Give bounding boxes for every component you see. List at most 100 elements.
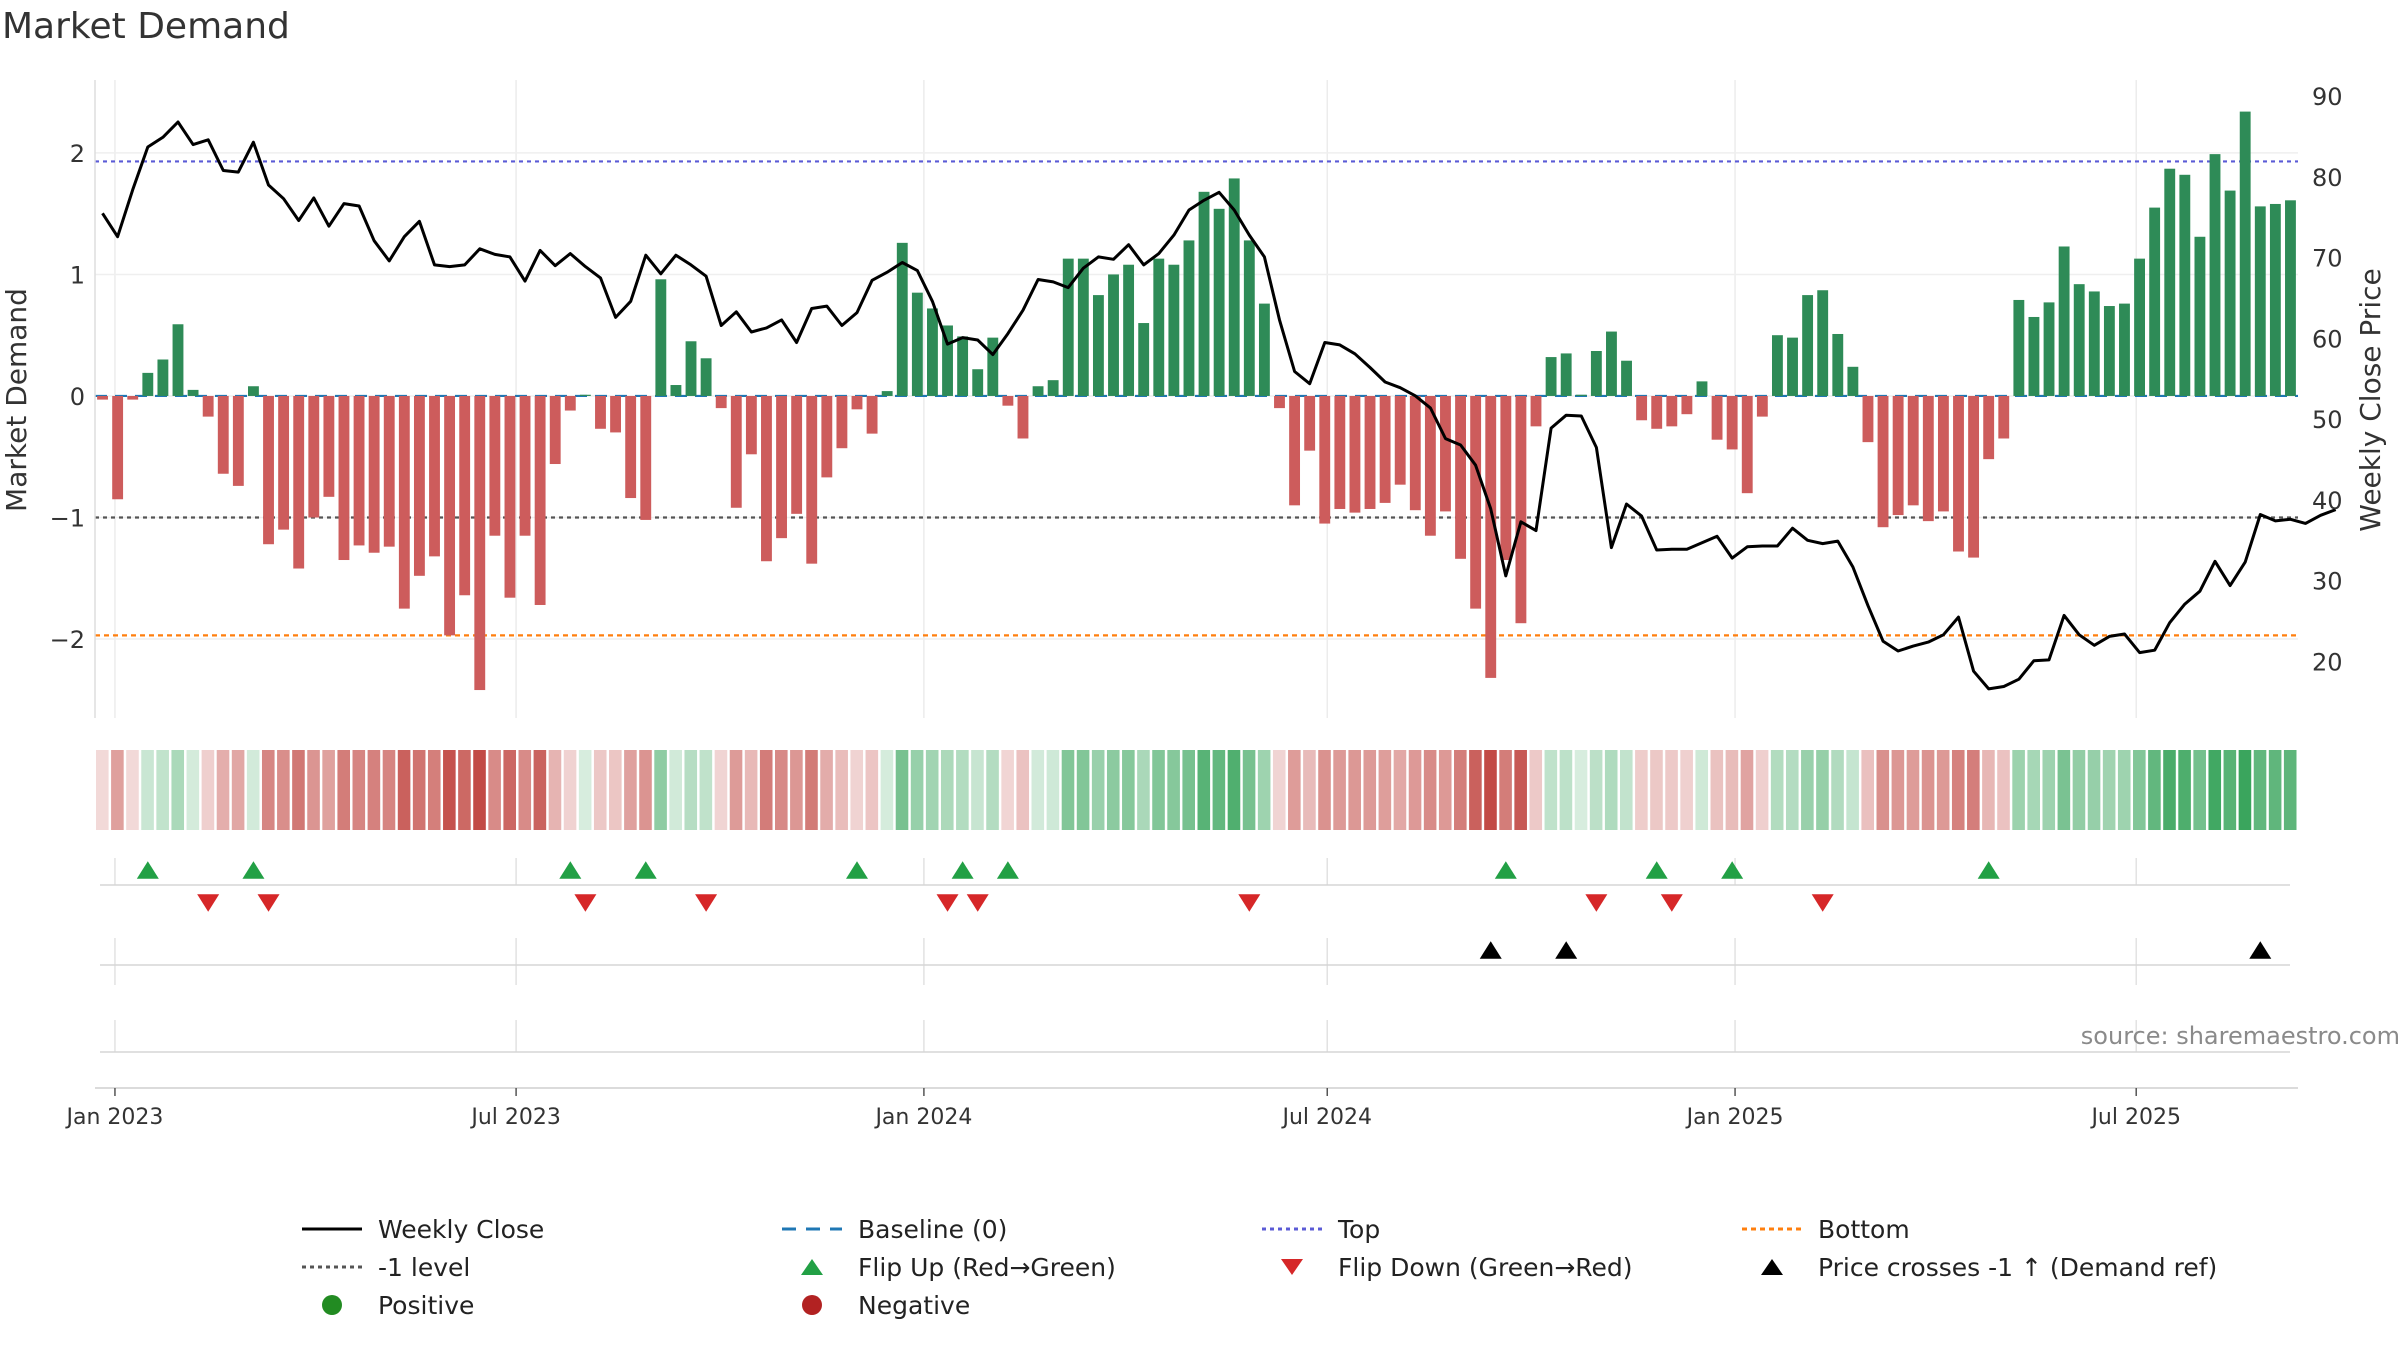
heat-cell xyxy=(1951,750,1965,830)
heat-cell xyxy=(427,750,441,830)
heat-cell xyxy=(865,750,879,830)
flip-down-marker xyxy=(966,894,989,912)
flip-up-marker xyxy=(996,861,1019,879)
demand-bar xyxy=(489,395,501,536)
demand-bar xyxy=(700,358,712,396)
heat-cell xyxy=(1846,750,1859,830)
heat-cell xyxy=(1122,750,1135,830)
heat-cell xyxy=(246,750,260,830)
demand-bar xyxy=(2239,111,2251,396)
demand-bar xyxy=(1213,208,1225,396)
demand-bar xyxy=(2164,168,2176,396)
heat-cell xyxy=(1272,750,1286,830)
demand-bar xyxy=(338,395,350,561)
demand-bar xyxy=(1937,395,1949,512)
heat-cell xyxy=(1469,750,1482,830)
demand-bar xyxy=(1953,395,1964,552)
demand-bar xyxy=(2254,206,2266,396)
legend-item-positive: Positive xyxy=(300,1286,474,1324)
demand-bar xyxy=(685,341,697,396)
heat-cell xyxy=(1982,750,1995,830)
heat-cell xyxy=(171,750,185,830)
heat-cell xyxy=(397,750,411,830)
heat-cell xyxy=(880,750,894,830)
demand-bar xyxy=(1274,395,1285,409)
demand-bar xyxy=(1108,274,1119,396)
heat-cell xyxy=(1574,750,1588,830)
heat-cell xyxy=(1816,750,1829,830)
heat-cell xyxy=(1936,750,1950,830)
heat-cell xyxy=(835,750,848,830)
flip-up-marker xyxy=(559,861,582,879)
heat-cell xyxy=(925,750,939,830)
demand-bar xyxy=(2269,203,2281,396)
demand-bar xyxy=(157,359,169,396)
heat-cell xyxy=(639,750,652,830)
heat-cell xyxy=(1650,750,1663,830)
flip-up-marker xyxy=(136,861,159,879)
demand-bar xyxy=(1198,191,1210,396)
demand-bar xyxy=(1983,395,1995,460)
flip-down-marker xyxy=(574,894,597,912)
heat-cell xyxy=(1046,750,1060,830)
demand-bar xyxy=(1047,380,1059,396)
legend-label: Flip Up (Red→Green) xyxy=(858,1252,1116,1282)
demand-bar xyxy=(1379,395,1391,503)
demand-bar xyxy=(595,395,606,429)
heat-cell xyxy=(1182,750,1195,830)
demand-bar xyxy=(112,395,124,500)
heat-cell xyxy=(1499,750,1512,830)
heat-cell xyxy=(2283,750,2297,830)
legend: Weekly Close Baseline (0) Top Bottom -1 leve… xyxy=(300,1210,2300,1340)
legend-swatch-bottom xyxy=(1740,1214,1804,1244)
demand-bar xyxy=(263,395,274,545)
heat-cell xyxy=(1393,750,1407,830)
heat-cell xyxy=(1559,750,1573,830)
heat-cell xyxy=(1997,750,2010,830)
heat-cell xyxy=(1906,750,1920,830)
heat-cell xyxy=(1242,750,1256,830)
heat-cell xyxy=(1921,750,1935,830)
heat-cell xyxy=(443,750,456,830)
heat-cell xyxy=(805,750,818,830)
demand-bar xyxy=(1817,290,1829,396)
demand-bar xyxy=(806,395,818,564)
weekly-close-line xyxy=(101,120,2337,691)
legend-item-weekly-close: Weekly Close xyxy=(300,1210,544,1248)
y-tick-right: 60 xyxy=(2312,325,2343,353)
heat-cell xyxy=(1197,750,1211,830)
heat-cell xyxy=(624,750,637,830)
heat-cell xyxy=(503,750,516,830)
heat-cell xyxy=(1695,750,1709,830)
demand-bar xyxy=(1711,395,1723,440)
heat-cell xyxy=(1423,750,1437,830)
demand-bar xyxy=(1756,395,1768,417)
demand-bar xyxy=(1289,395,1301,506)
demand-bar xyxy=(1168,264,1180,396)
demand-bar xyxy=(1153,258,1165,396)
heat-cell xyxy=(1227,750,1241,830)
heat-cell xyxy=(2012,750,2025,830)
demand-bar xyxy=(1334,395,1346,509)
heat-cell xyxy=(1589,750,1603,830)
heat-cell xyxy=(2102,750,2116,830)
legend-swatch-top xyxy=(1260,1214,1324,1244)
heat-cell xyxy=(1454,750,1467,830)
heat-cell xyxy=(1031,750,1045,830)
legend-item-price-cross: Price crosses -1 ↑ (Demand ref) xyxy=(1740,1248,2217,1286)
heat-cell xyxy=(126,750,139,830)
demand-bar xyxy=(97,395,108,400)
heat-cell xyxy=(2042,750,2056,830)
x-tick-label: Jul 2025 xyxy=(2089,1105,2181,1130)
heat-cell xyxy=(2163,750,2176,830)
demand-bar xyxy=(972,369,984,396)
legend-label: Baseline (0) xyxy=(858,1214,1008,1244)
flip-down-marker xyxy=(1585,894,1608,912)
heat-cell xyxy=(2072,750,2086,830)
heat-cell xyxy=(895,750,909,830)
heat-cell xyxy=(593,750,607,830)
demand-bar xyxy=(1515,395,1527,624)
heat-cell xyxy=(1514,750,1527,830)
demand-bar xyxy=(1243,240,1255,396)
